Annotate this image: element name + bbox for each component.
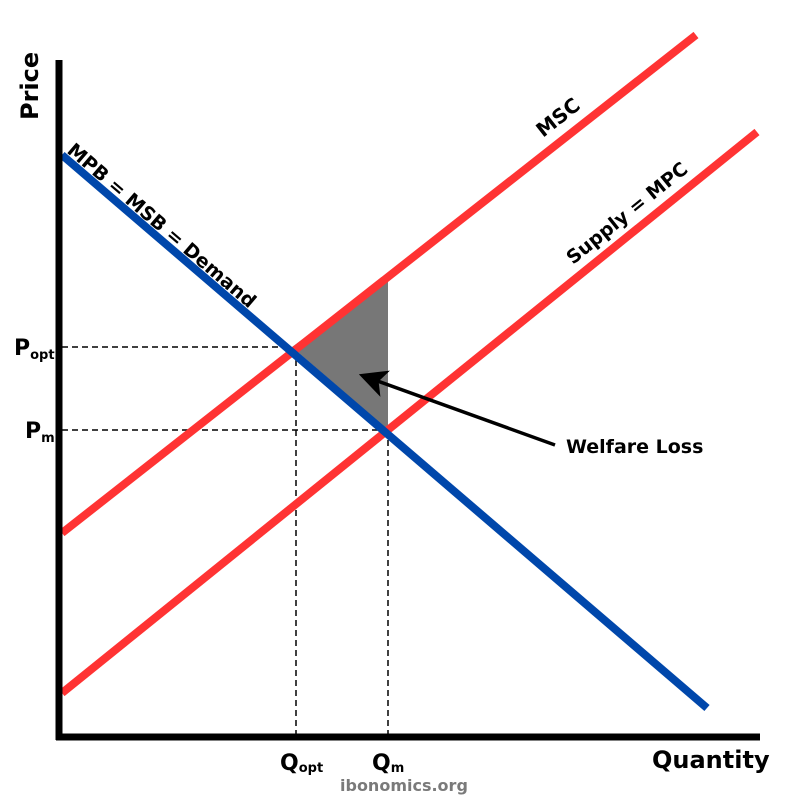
watermark: ibonomics.org — [340, 776, 468, 795]
msc-label: MSC — [531, 93, 584, 142]
msc-curve — [59, 31, 699, 537]
supply-mpc-curve — [59, 128, 760, 697]
y-axis-label: Price — [16, 52, 44, 120]
p-opt-label: Popt — [14, 336, 55, 363]
demand-label: MPB = MSB = Demand — [63, 139, 260, 313]
x-axis-label: Quantity — [652, 746, 770, 774]
q-opt-label: Qopt — [280, 751, 323, 776]
q-m-label: Qm — [372, 751, 404, 776]
welfare-loss-area — [292, 277, 388, 430]
demand-curve — [59, 151, 710, 712]
reference-lines — [62, 346, 389, 735]
supply-label: Supply = MPC — [562, 158, 692, 269]
p-m-label: Pm — [25, 419, 55, 446]
welfare-loss-arrow — [358, 370, 556, 447]
welfare-loss-label: Welfare Loss — [566, 436, 703, 458]
